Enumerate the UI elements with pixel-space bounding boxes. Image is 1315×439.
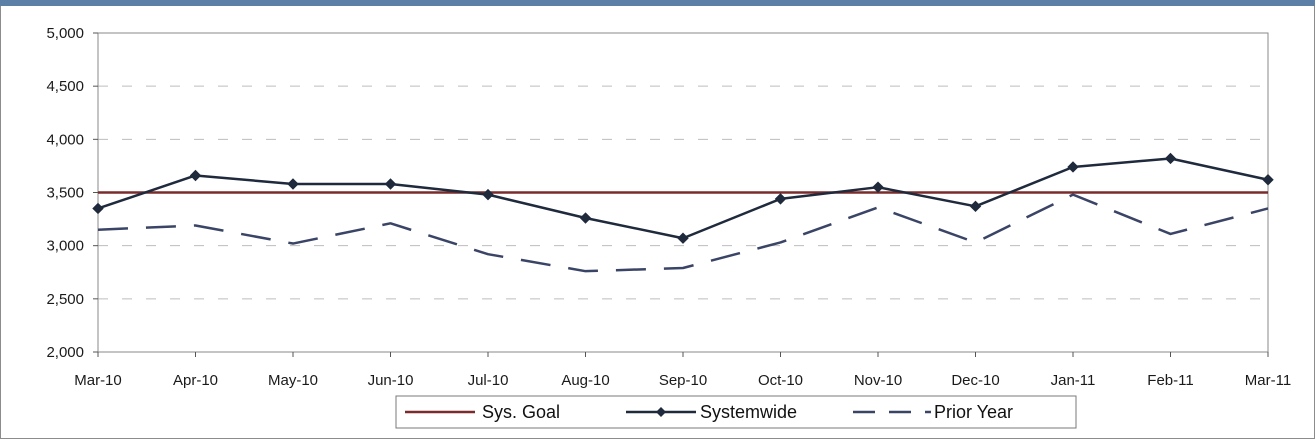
data-point	[384, 178, 397, 190]
legend-marker	[656, 407, 666, 417]
x-tick-label: Mar-10	[74, 372, 122, 389]
data-point	[579, 212, 592, 224]
x-tick-label: Jul-10	[468, 372, 509, 389]
x-tick-label: Dec-10	[951, 372, 999, 389]
legend-label: Sys. Goal	[482, 402, 560, 422]
x-axis-tick-labels: Mar-10 Apr-10 May-10 Jun-10 Jul-10 Aug-10 Sep-…	[74, 372, 1291, 389]
y-tick-label: 3,000	[46, 238, 84, 255]
legend-box	[395, 395, 1077, 429]
data-point	[969, 200, 982, 213]
x-tick-label: Sep-10	[659, 372, 707, 389]
x-tick-label: Mar-11	[1245, 372, 1291, 389]
x-tick-label: Jan-11	[1051, 372, 1096, 389]
axes	[93, 32, 1269, 357]
series-lines	[92, 152, 1274, 273]
y-tick-label: 3,500	[46, 185, 84, 202]
data-point	[287, 178, 299, 190]
legend: Sys. Goal Systemwide Prior Year	[395, 395, 1077, 429]
data-point	[1067, 161, 1079, 173]
series-line-systemwide	[97, 157, 1269, 240]
y-tick-label: 5,000	[46, 25, 84, 42]
legend-label: Prior Year	[934, 402, 1013, 422]
y-tick-label: 4,000	[46, 131, 84, 148]
y-tick-label: 4,500	[46, 78, 84, 95]
legend-label: Systemwide	[700, 402, 797, 422]
x-tick-label: Aug-10	[561, 372, 609, 389]
data-point	[189, 169, 202, 182]
x-tick-label: Nov-10	[854, 372, 902, 389]
data-point	[677, 232, 689, 244]
y-tick-label: 2,500	[46, 291, 84, 308]
x-tick-label: Oct-10	[758, 372, 803, 389]
y-axis-tick-labels: 2,000 2,500 3,000 3,500 4,000 4,500 5,000	[46, 25, 84, 361]
x-tick-label: Apr-10	[173, 372, 218, 389]
data-point	[1262, 174, 1274, 186]
chart-top-band	[0, 0, 1315, 6]
data-point	[1164, 152, 1177, 165]
y-tick-label: 2,000	[46, 344, 84, 361]
data-point	[92, 202, 104, 215]
data-point	[774, 193, 787, 205]
x-tick-label: Jun-10	[368, 372, 414, 389]
x-tick-label: Feb-11	[1147, 372, 1193, 389]
data-point	[482, 188, 494, 201]
data-point	[872, 181, 884, 193]
series-line-prior-year	[97, 193, 1269, 273]
x-tick-label: May-10	[268, 372, 318, 389]
